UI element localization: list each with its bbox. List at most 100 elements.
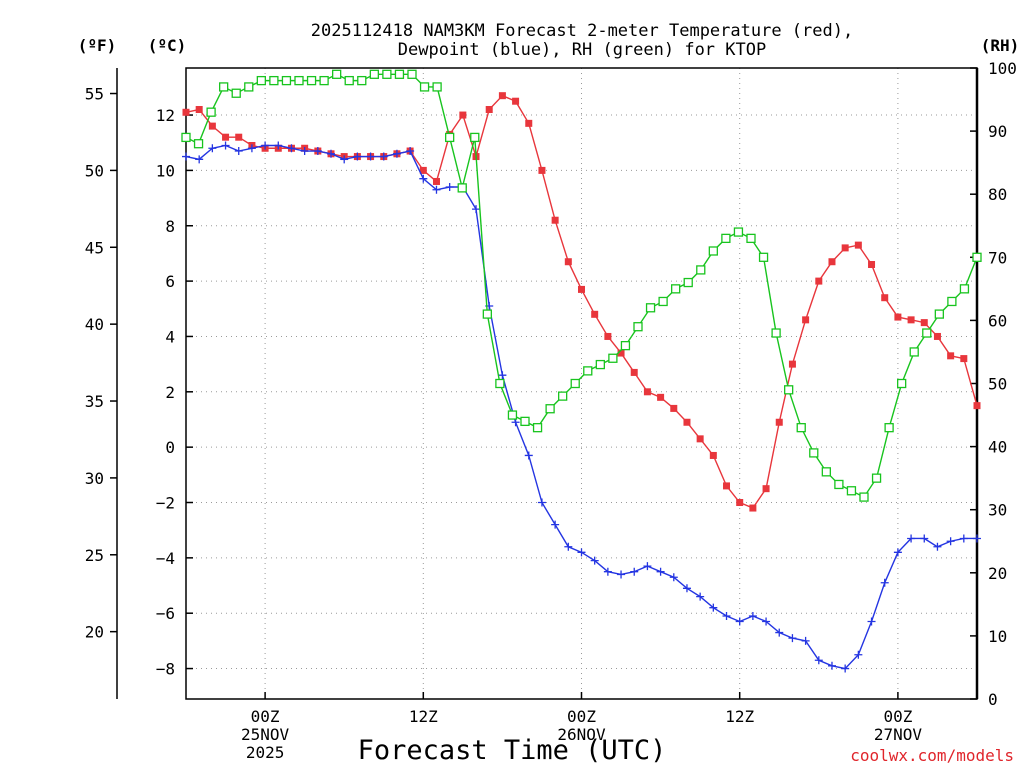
data-point	[244, 82, 254, 92]
data-point	[920, 534, 929, 543]
data-point	[630, 368, 638, 376]
series-relative-humidity	[181, 69, 982, 502]
data-point	[208, 122, 216, 130]
x-tick-label: 12Z	[409, 707, 438, 726]
data-point	[828, 258, 836, 266]
data-point	[762, 617, 771, 626]
data-point	[507, 410, 518, 420]
data-point	[656, 567, 665, 576]
data-point	[897, 378, 907, 389]
celsius-tick-label: 2	[165, 383, 175, 402]
data-point	[733, 227, 744, 237]
x-axis-label: Forecast Time (UTC)	[358, 735, 667, 766]
data-point	[871, 473, 882, 483]
data-point	[287, 144, 296, 153]
data-point	[617, 349, 625, 357]
data-point	[222, 133, 230, 141]
data-point	[796, 423, 806, 433]
fahrenheit-tick-label: 30	[85, 469, 104, 488]
data-point	[749, 504, 757, 512]
rh-tick-label: 80	[988, 185, 1007, 204]
fahrenheit-tick-label: 55	[85, 85, 104, 104]
data-point	[909, 347, 919, 357]
data-point	[947, 352, 955, 360]
data-point	[432, 185, 441, 194]
data-point	[947, 296, 957, 307]
x-tick-label: 00Z	[251, 707, 280, 726]
data-point	[470, 132, 480, 143]
data-point	[274, 141, 283, 150]
data-point	[821, 467, 831, 477]
data-point	[261, 141, 270, 150]
data-point	[683, 277, 693, 288]
celsius-tick-label: 10	[156, 161, 175, 180]
data-point	[682, 584, 691, 593]
data-point	[657, 393, 665, 401]
data-point	[551, 520, 560, 529]
data-point	[319, 75, 329, 86]
data-point	[603, 567, 612, 576]
data-point	[294, 75, 304, 86]
data-point	[379, 152, 388, 161]
rh-tick-label: 0	[988, 690, 998, 709]
data-point	[558, 391, 568, 401]
data-point	[353, 152, 362, 161]
data-point	[884, 423, 894, 433]
data-point	[959, 284, 970, 294]
source-credit: coolwx.com/models	[850, 746, 1014, 765]
tick-labels: 121086420−2−4−6−855504540353025201009080…	[85, 59, 1017, 762]
data-point	[247, 144, 256, 153]
data-point	[788, 634, 797, 643]
data-point	[696, 592, 705, 601]
data-point	[313, 147, 322, 156]
data-point	[340, 155, 349, 164]
celsius-tick-label: 12	[156, 106, 175, 125]
data-point	[537, 498, 546, 507]
data-point	[746, 233, 756, 244]
data-point	[784, 385, 794, 395]
data-point	[419, 166, 427, 174]
data-point	[933, 332, 941, 340]
data-point	[658, 296, 668, 307]
data-point	[570, 378, 580, 389]
data-point	[723, 482, 731, 490]
data-point	[617, 570, 626, 579]
data-point	[669, 573, 678, 582]
data-point	[959, 534, 968, 543]
data-point	[708, 246, 718, 256]
data-point	[357, 75, 367, 86]
data-point	[834, 479, 844, 490]
data-point	[459, 111, 467, 119]
x-tick-label: 00Z	[883, 707, 912, 726]
data-point	[419, 174, 428, 183]
data-point	[775, 418, 783, 426]
data-point	[591, 310, 599, 318]
rh-tick-label: 100	[988, 59, 1017, 78]
data-point	[495, 378, 505, 389]
data-point	[620, 340, 631, 351]
data-point	[445, 183, 454, 192]
data-point	[841, 664, 850, 673]
data-point	[683, 418, 691, 426]
data-point	[758, 252, 769, 262]
data-point	[195, 106, 203, 114]
data-point	[182, 152, 190, 161]
chart-title-line-2: Dewpoint (blue), RH (green) for KTOP	[398, 40, 766, 60]
data-point	[564, 542, 573, 551]
data-point	[907, 534, 916, 543]
data-point	[432, 82, 442, 92]
data-point	[922, 328, 932, 338]
data-series	[181, 69, 982, 673]
data-point	[269, 75, 279, 86]
data-point	[933, 542, 942, 551]
data-point	[748, 611, 757, 620]
data-point	[498, 92, 506, 100]
data-point	[696, 265, 706, 275]
data-point	[854, 241, 862, 249]
data-point	[281, 75, 292, 86]
data-point	[859, 492, 869, 502]
celsius-axis-unit: (ºC)	[148, 36, 187, 55]
data-point	[670, 404, 678, 412]
data-point	[332, 69, 342, 79]
fahrenheit-tick-label: 20	[85, 623, 104, 642]
